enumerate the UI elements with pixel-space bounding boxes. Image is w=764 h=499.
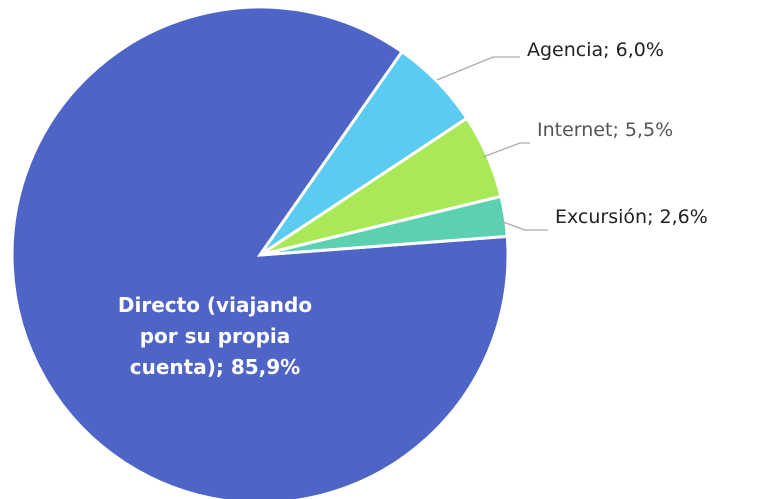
label-value: 5,5% <box>625 119 673 141</box>
leader-line <box>436 56 520 81</box>
label-separator: ; <box>612 119 624 141</box>
label-category: Internet <box>537 119 612 141</box>
label-category: Agencia <box>527 39 603 61</box>
inner-label-box: Directo (viajando por su propia cuenta);… <box>100 290 330 383</box>
leader-line <box>502 221 548 231</box>
data-label: Directo (viajando por su propia cuenta);… <box>100 290 330 383</box>
label-separator: ; <box>647 206 659 228</box>
data-label: Excursión; 2,6% <box>555 206 708 228</box>
label-separator: ; <box>215 355 231 379</box>
pie-slice <box>259 194 509 257</box>
label-category: Excursión <box>555 206 647 228</box>
label-value: 2,6% <box>660 206 708 228</box>
label-category: Directo (viajando por su propia cuenta) <box>117 293 320 379</box>
data-label: Internet; 5,5% <box>537 119 673 141</box>
data-label: Agencia; 6,0% <box>527 39 664 61</box>
label-value: 6,0% <box>616 39 664 61</box>
label-separator: ; <box>603 39 615 61</box>
leader-line <box>482 142 530 158</box>
label-value: 85,9% <box>230 355 301 379</box>
